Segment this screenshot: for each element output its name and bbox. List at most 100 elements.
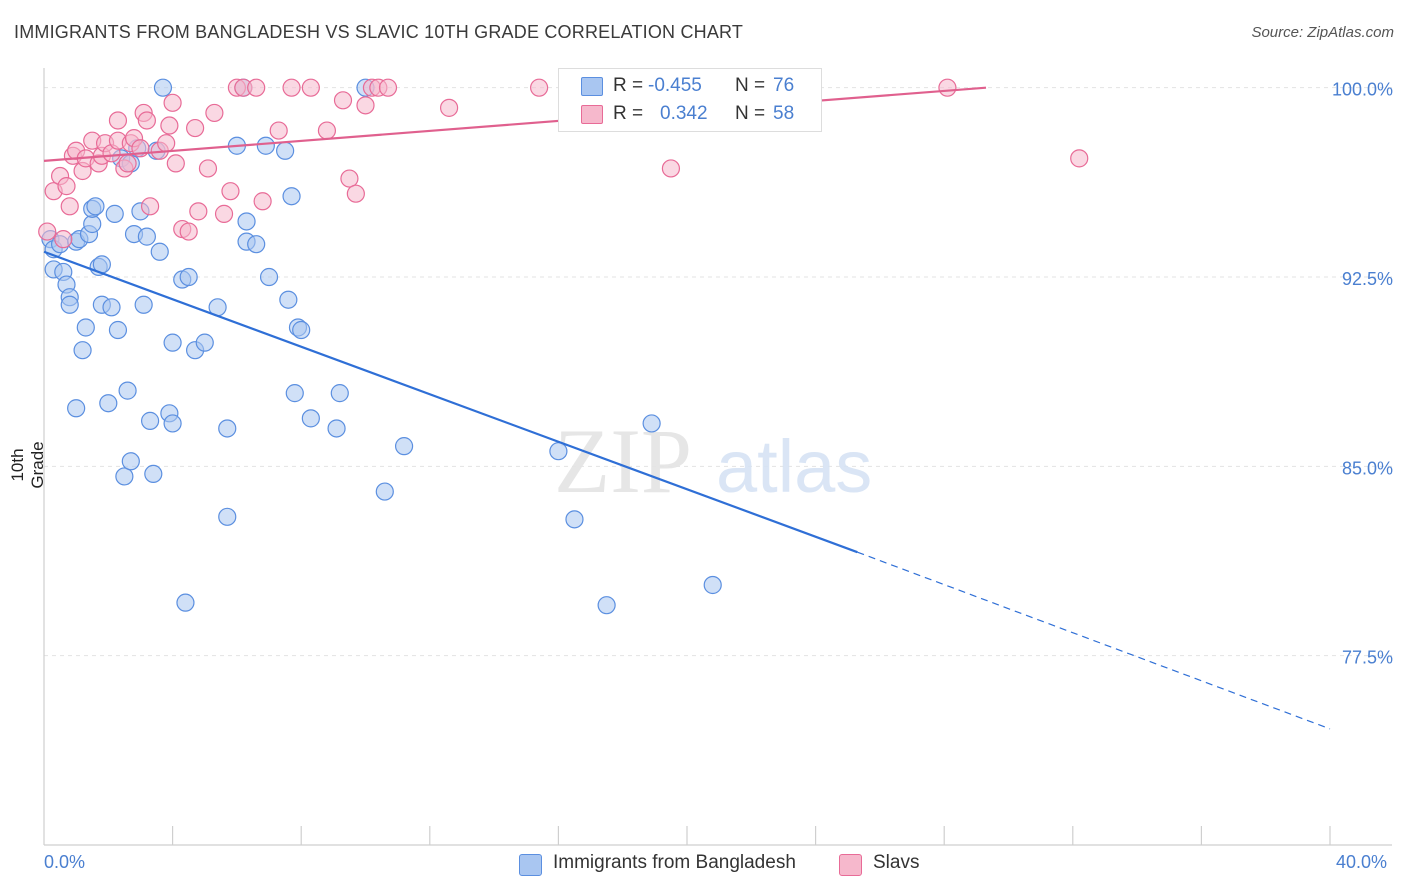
data-point <box>102 298 121 317</box>
data-point <box>301 409 320 428</box>
data-point <box>301 78 320 97</box>
data-point <box>195 333 214 352</box>
data-point <box>144 464 163 484</box>
n-value: 76 <box>773 75 795 96</box>
trend-line-bangladesh-extension <box>857 551 1331 730</box>
data-point <box>327 419 346 438</box>
trend-line-slavs <box>43 86 987 162</box>
data-point <box>179 222 198 241</box>
data-point <box>247 78 266 97</box>
data-point <box>140 411 160 430</box>
data-point <box>179 267 198 287</box>
data-point <box>218 419 237 438</box>
r-label: R = <box>613 103 644 124</box>
data-point <box>330 384 349 403</box>
data-point <box>118 154 137 173</box>
chart-title: IMMIGRANTS FROM BANGLADESH VS SLAVIC 10T… <box>14 22 744 42</box>
watermark-atlas: atlas <box>716 425 872 508</box>
watermark: ZIP atlas <box>554 410 872 512</box>
data-point <box>160 116 179 135</box>
data-point <box>256 136 275 155</box>
data-point <box>378 78 398 97</box>
data-point <box>221 182 240 201</box>
data-point <box>642 414 661 433</box>
data-point <box>137 227 156 246</box>
data-point <box>108 111 128 130</box>
legend-swatch-blue <box>519 854 542 876</box>
data-point <box>83 214 102 234</box>
data-point <box>76 318 95 337</box>
y-tick-label: 100.0% <box>1332 80 1393 100</box>
data-point <box>253 192 272 211</box>
r-label: R = <box>613 75 644 96</box>
x-tick-label-max: 40.0% <box>1336 852 1388 872</box>
data-point <box>121 452 140 471</box>
data-point <box>375 482 394 501</box>
data-point <box>73 341 92 360</box>
axes <box>43 68 1392 846</box>
data-point <box>259 267 279 287</box>
n-label: N = <box>735 75 766 96</box>
data-point <box>340 169 359 188</box>
data-point <box>108 320 128 340</box>
data-point <box>153 78 173 97</box>
correlation-legend: R = -0.455 N = 76 R = 0.342 N = 58 <box>558 68 822 132</box>
data-point <box>346 184 365 203</box>
data-point <box>163 93 182 112</box>
data-point <box>282 78 301 97</box>
data-point <box>60 197 79 216</box>
data-point <box>186 118 205 138</box>
data-point <box>163 414 182 433</box>
data-point <box>279 290 298 309</box>
n-value: 58 <box>773 103 795 124</box>
legend-swatch-pink <box>839 854 862 876</box>
data-point <box>439 98 459 117</box>
legend-swatch-blue <box>581 77 603 96</box>
data-point <box>205 103 224 123</box>
data-point <box>1070 149 1089 168</box>
data-point <box>54 230 73 249</box>
r-value: -0.455 <box>648 75 702 96</box>
data-point <box>67 399 86 418</box>
data-point <box>57 177 76 196</box>
data-point <box>105 204 124 223</box>
legend-row-bangladesh: R = -0.455 N = 76 <box>559 72 821 100</box>
series-slavs-points <box>38 78 1089 249</box>
data-point <box>176 593 195 612</box>
series-legend: Immigrants from Bangladesh Slavs <box>0 852 1406 878</box>
data-point <box>134 295 153 314</box>
n-label: N = <box>735 103 766 124</box>
x-tick-label-min: 0.0% <box>44 852 86 872</box>
data-point <box>218 507 237 526</box>
data-point <box>549 442 568 461</box>
data-point <box>530 78 549 97</box>
r-value: 0.342 <box>660 103 708 124</box>
y-tick-label: 92.5% <box>1342 269 1393 289</box>
data-point <box>38 222 57 241</box>
data-point <box>237 212 256 231</box>
data-point <box>247 235 266 254</box>
y-tick-labels: 100.0% 92.5% 85.0% 77.5% <box>1332 80 1393 668</box>
legend-label-slavs: Slavs <box>873 852 920 873</box>
data-point <box>282 187 301 206</box>
data-point <box>214 204 234 223</box>
legend-swatch-pink <box>581 105 603 124</box>
series-bangladesh-points <box>41 78 722 615</box>
data-point <box>166 154 185 173</box>
data-point <box>198 159 218 178</box>
grid-lines <box>44 87 1392 657</box>
data-point <box>661 159 681 178</box>
data-point <box>86 197 105 216</box>
data-point <box>597 596 616 615</box>
data-point <box>157 134 176 153</box>
y-tick-label: 85.0% <box>1342 458 1393 478</box>
data-point <box>189 202 208 221</box>
data-point <box>269 121 288 140</box>
data-point <box>60 295 79 314</box>
data-point <box>565 510 584 529</box>
legend-label-bangladesh: Immigrants from Bangladesh <box>553 852 796 873</box>
trend-line-bangladesh <box>43 250 858 554</box>
watermark-zip: ZIP <box>554 410 692 512</box>
data-point <box>292 320 311 340</box>
